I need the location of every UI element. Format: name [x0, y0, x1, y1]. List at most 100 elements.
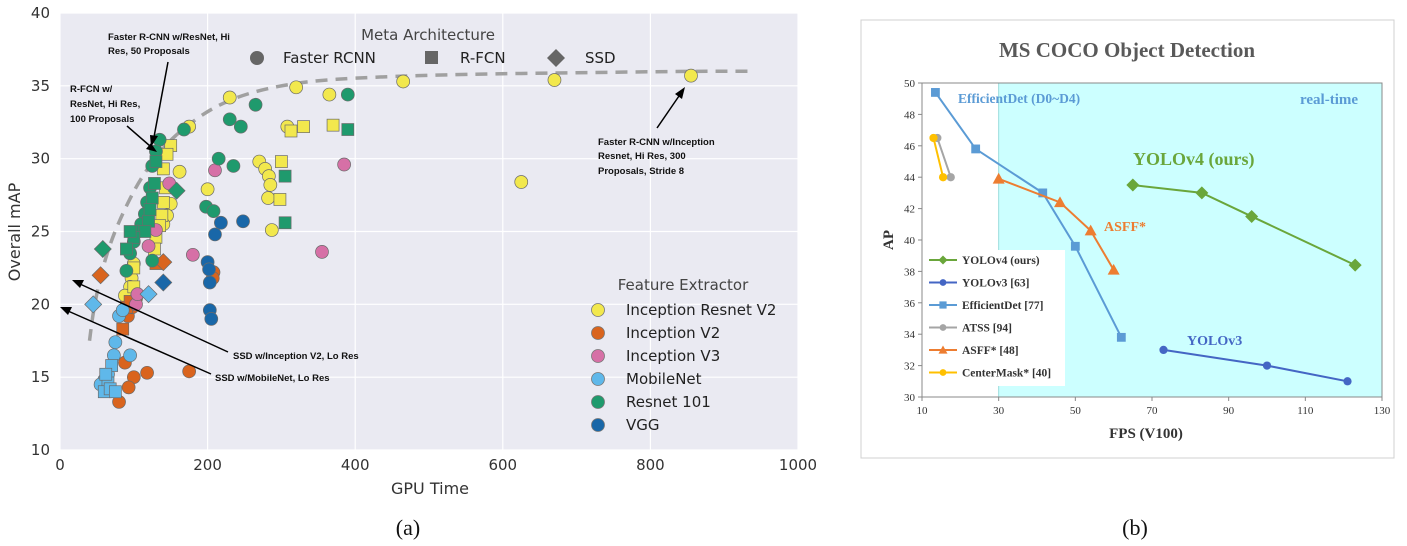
meta-legend-label-ssd: SSD: [585, 49, 616, 67]
asff-label: ASFF*: [1104, 220, 1146, 235]
series-point-efficientdet-77: [971, 144, 981, 154]
chart-b-y-tick-label: 46: [904, 141, 916, 153]
data-point-faster-rcnn-inception-resnet-v2: [514, 175, 529, 189]
chart-b-y-tick-label: 34: [904, 329, 916, 341]
legend-swatch-inception-v3: [591, 349, 605, 363]
data-point-ssd-inception-v2: [91, 266, 110, 285]
legend-label-atss-94: ATSS [94]: [962, 323, 1012, 335]
data-point-faster-rcnn-inception-resnet-v2: [289, 80, 304, 95]
chart-a: 10 15 20 25 30 35 40 0 200 400 600 800 1000 GPU Tim…: [5, 4, 817, 540]
chart-a-y-tick-label: 25: [31, 223, 50, 241]
legend-label-yolov4-ours: YOLOv4 (ours): [962, 255, 1040, 267]
chart-b-legend: YOLOv4 (ours) YOLOv3 [63] EfficientDet [77…: [925, 250, 1065, 386]
data-point-faster-rcnn-inception-v3: [185, 247, 200, 262]
data-point-r-fcn-resnet-101: [145, 191, 159, 205]
data-point-faster-rcnn-resnet-101: [248, 97, 263, 112]
legend-label-resnet-101: Resnet 101: [626, 393, 711, 411]
data-point-faster-rcnn-inception-v3: [337, 157, 351, 172]
legend-label-mobilenet: MobileNet: [626, 370, 702, 388]
legend-marker-yolov3-63: [939, 279, 947, 286]
series-point-yolov3-63: [1159, 345, 1168, 355]
chart-a-x-tick-label: 800: [636, 456, 665, 474]
chart-a-y-tick-label: 40: [31, 4, 50, 22]
data-point-faster-rcnn-resnet-101: [206, 204, 221, 218]
annotation-rfcn-line-1: R-FCN w/: [70, 84, 113, 95]
meta-architecture-legend: Meta Architecture Faster RCNN R-FCN SSD: [250, 26, 616, 67]
chart-b-x-tick-label: 90: [1223, 405, 1235, 417]
chart-a-grid: [59, 12, 799, 451]
legend-label-vgg: VGG: [626, 416, 660, 434]
annotation-ssd-inception: SSD w/Inception V2, Lo Res: [233, 351, 359, 362]
chart-a-x-axis-label: GPU Time: [391, 479, 469, 498]
series-line-atss-94: [936, 137, 952, 178]
chart-b-title: MS COCO Object Detection: [999, 38, 1255, 62]
data-point-faster-rcnn-resnet-101: [145, 253, 160, 268]
data-point-r-fcn-inception-resnet-v2: [284, 124, 298, 138]
data-point-faster-rcnn-inception-resnet-v2: [172, 164, 187, 179]
meta-legend-circle-icon: [250, 51, 264, 65]
annotation-arrowhead-1: [150, 135, 158, 147]
series-point-centermask-40: [929, 133, 938, 143]
data-point-r-fcn-inception-resnet-v2: [273, 193, 287, 206]
data-point-r-fcn-inception-resnet-v2: [275, 155, 288, 168]
chart-a-y-ticks: 10 15 20 25 30 35 40: [31, 4, 50, 459]
annotation-arrowhead-4: [72, 280, 84, 288]
chart-b-x-tick-label: 50: [1070, 405, 1082, 417]
annotation-rfcn-line-3: 100 Proposals: [70, 114, 134, 125]
feature-legend-title: Feature Extractor: [618, 276, 749, 294]
chart-b-y-tick-label: 38: [904, 266, 916, 278]
data-point-r-fcn-resnet-101: [138, 225, 152, 238]
data-point-faster-rcnn-resnet-101: [177, 122, 191, 137]
chart-a-y-tick-label: 20: [31, 295, 50, 313]
series-point-yolov4-ours: [1126, 178, 1140, 192]
annotation-faster-rcnn-inception-line-1: Faster R-CNN w/Inception: [598, 137, 715, 148]
annotation-arrow-2: [126, 125, 151, 147]
annotation-ssd-mobilenet: SSD w/MobileNet, Lo Res: [215, 373, 330, 384]
series-line-asff-48: [998, 177, 1115, 271]
chart-b-series: [929, 88, 1362, 386]
data-point-r-fcn-resnet-101: [120, 242, 133, 256]
legend-label-inception-v3: Inception V3: [626, 347, 720, 365]
data-point-ssd-mobilenet: [139, 285, 158, 304]
chart-a-y-tick-label: 30: [31, 150, 50, 168]
chart-b: MS COCO Object Detection 30 32 34 36 38 40 42 4…: [860, 19, 1395, 540]
data-point-faster-rcnn-inception-resnet-v2: [261, 191, 275, 205]
data-point-r-fcn-mobilenet: [99, 367, 113, 381]
annotation-faster-rcnn-resnet-line-1: Faster R-CNN w/ResNet, Hi: [108, 32, 230, 43]
series-point-yolov4-ours: [1195, 186, 1209, 200]
meta-legend-square-icon: [425, 51, 438, 64]
data-point-r-fcn-resnet-101: [148, 177, 161, 190]
series-asff-48: [992, 172, 1120, 275]
annotation-rfcn-line-2: ResNet, Hi Res,: [70, 99, 140, 110]
chart-b-y-tick-label: 30: [904, 392, 916, 404]
data-point-faster-rcnn-resnet-101: [226, 159, 241, 173]
annotation-arrow-5: [67, 310, 212, 375]
meta-legend-title: Meta Architecture: [361, 26, 495, 44]
data-point-faster-rcnn-resnet-101: [340, 87, 355, 102]
series-line-centermask-40: [932, 137, 945, 178]
legend-swatch-mobilenet: [591, 372, 605, 386]
series-point-efficientdet-77: [931, 88, 940, 97]
chart-b-y-ticks: 30 32 34 36 38 40 42 44 46 48 50: [904, 78, 922, 404]
series-yolov3-63: [1159, 345, 1352, 386]
annotation-faster-rcnn-resnet-line-2: Res, 50 Proposals: [108, 46, 190, 57]
data-point-ssd-vgg: [154, 273, 173, 292]
series-point-asff-48: [992, 172, 1005, 184]
meta-legend-diamond-icon: [547, 49, 565, 67]
data-point-faster-rcnn-inception-v3: [208, 163, 222, 178]
data-point-r-fcn-resnet-101: [341, 123, 355, 136]
annotation-arrow-4: [79, 283, 229, 353]
data-point-faster-rcnn-inception-resnet-v2: [200, 182, 215, 197]
legend-swatch-resnet-101: [591, 395, 605, 409]
annotation-arrow-3: [656, 95, 680, 129]
annotation-arrowhead-5: [60, 307, 72, 315]
realtime-label: real-time: [1300, 92, 1358, 108]
chart-b-y-tick-label: 40: [904, 235, 916, 247]
chart-b-y-tick-label: 50: [904, 78, 916, 90]
data-point-faster-rcnn-mobilenet: [108, 335, 123, 350]
legend-swatch-vgg: [591, 418, 605, 432]
series-efficientdet-77: [931, 88, 1126, 342]
chart-a-x-tick-label: 0: [55, 456, 65, 474]
annotation-arrowhead-3: [675, 87, 685, 99]
annotation-faster-rcnn-inception-line-3: Proposals, Stride 8: [598, 166, 684, 177]
